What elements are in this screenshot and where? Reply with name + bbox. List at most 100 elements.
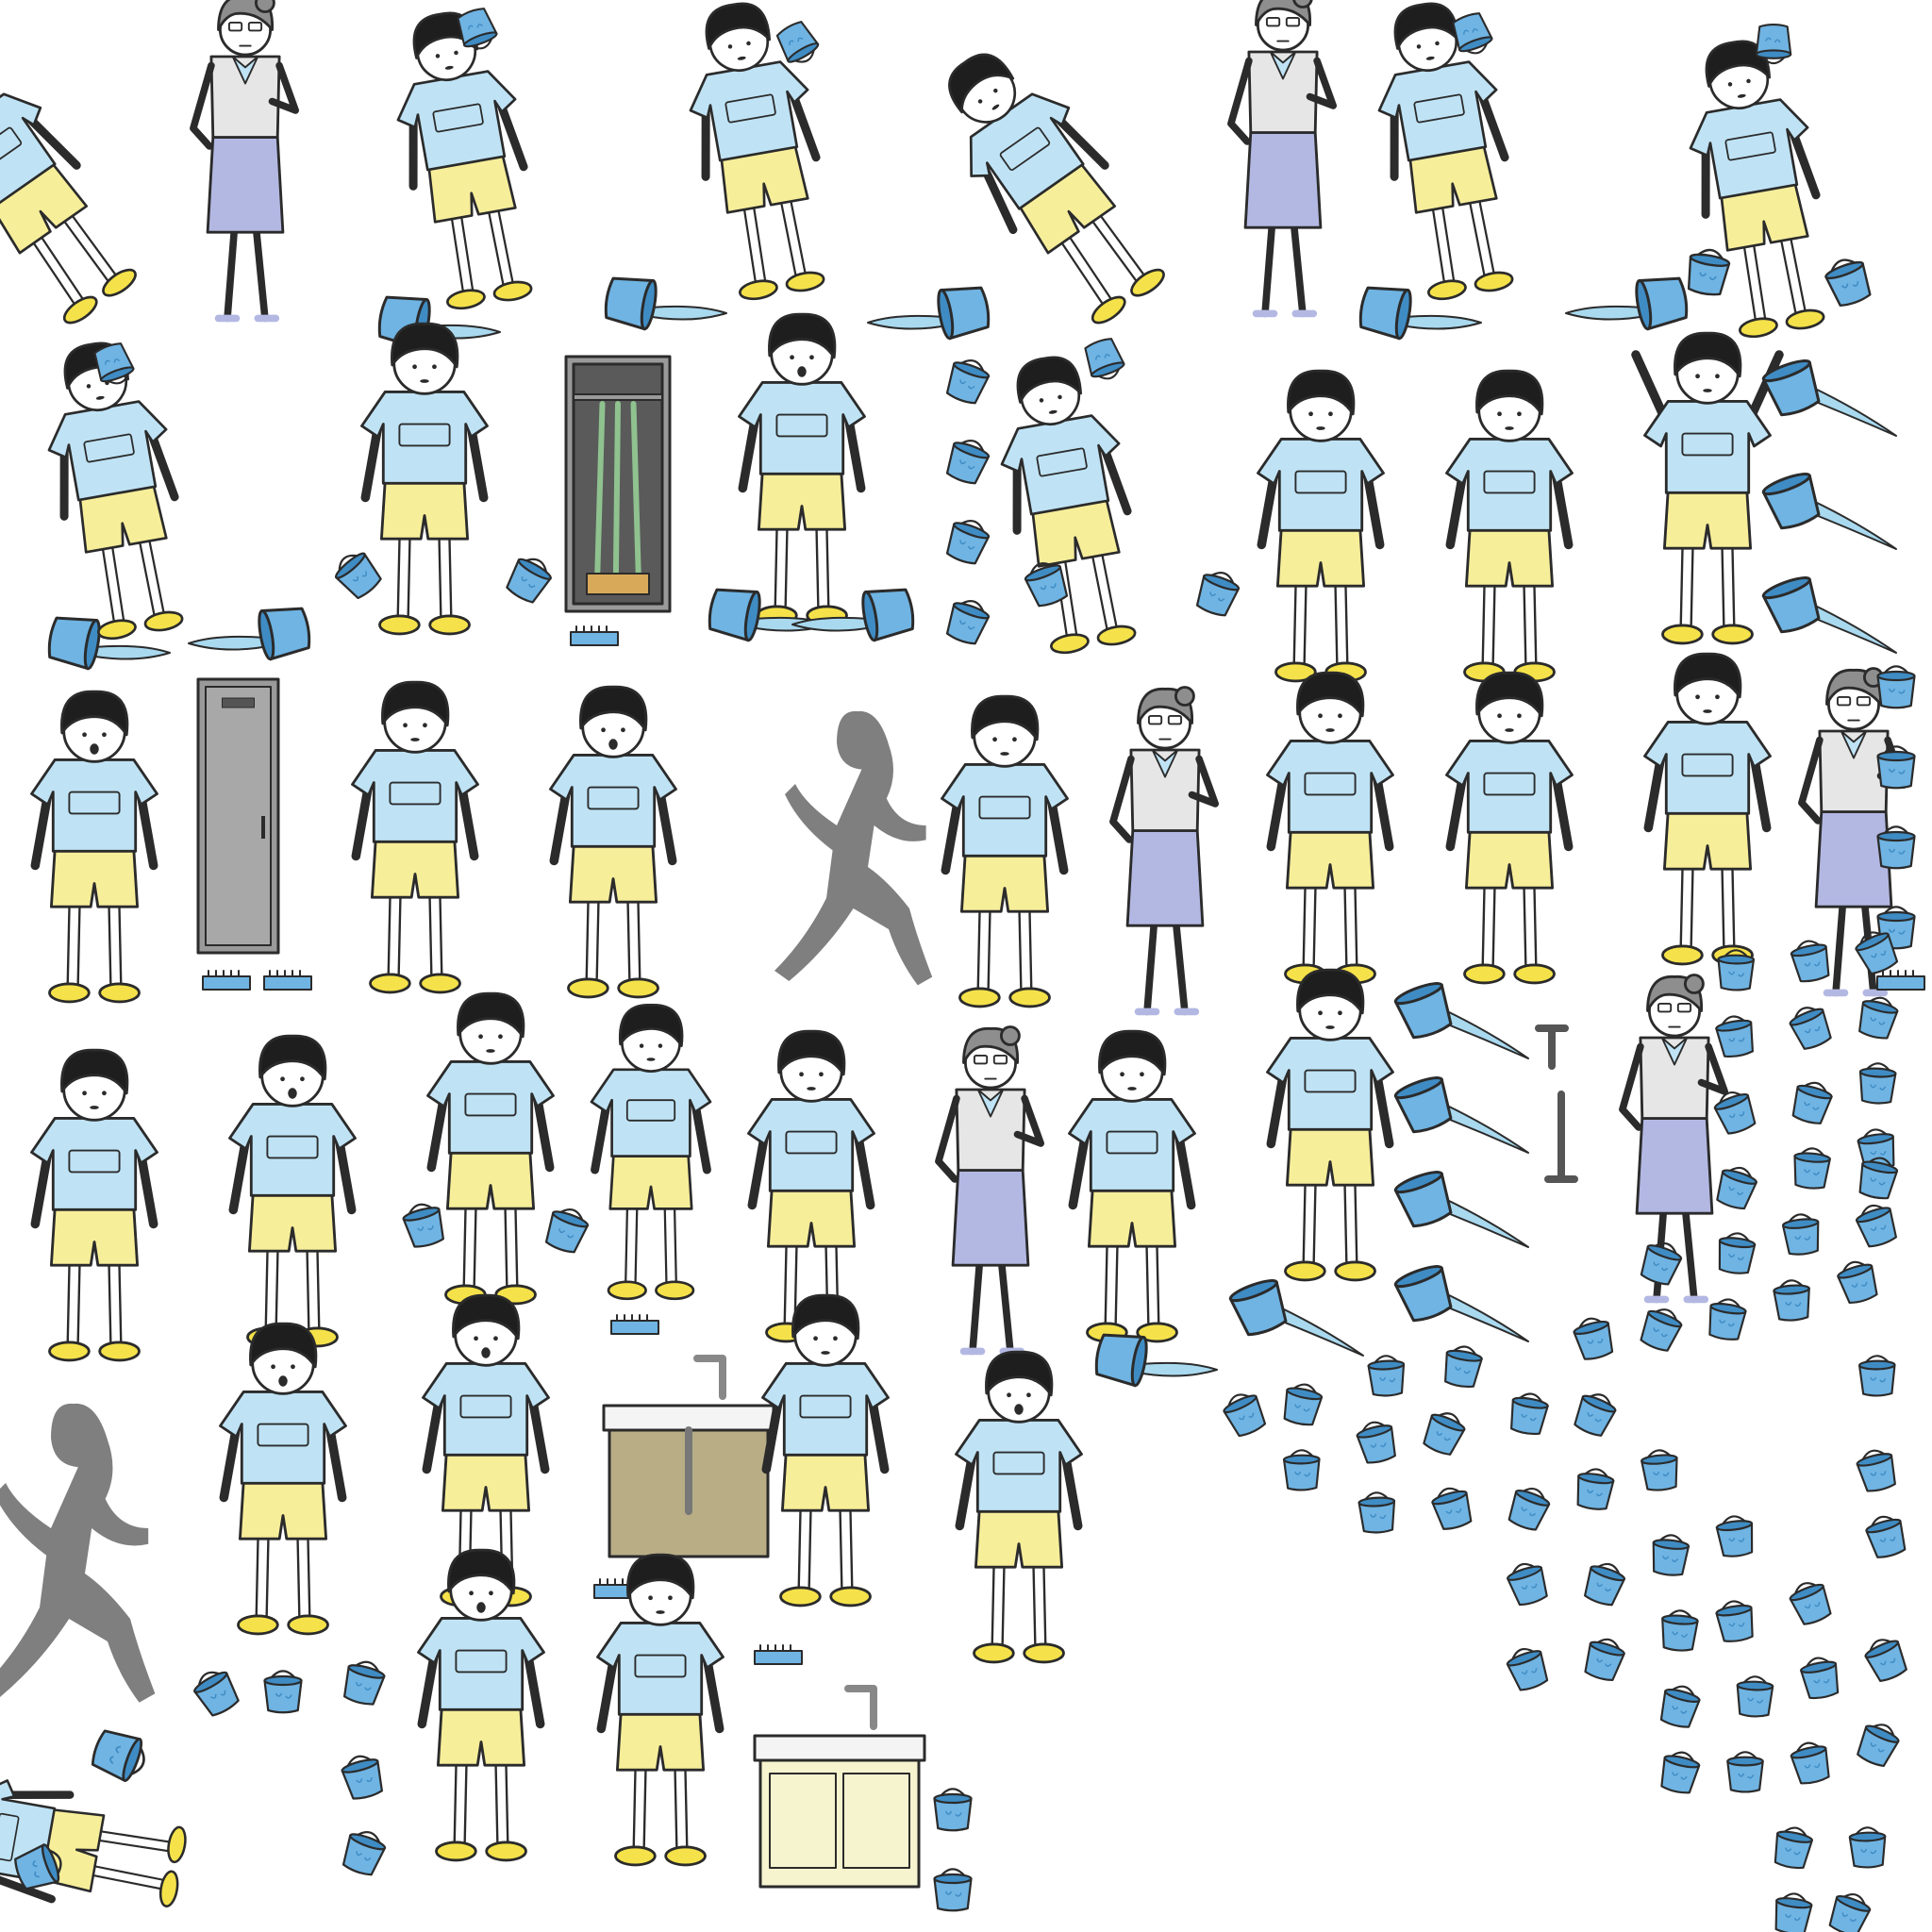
bucket-icon (1793, 1147, 1831, 1190)
bucket-icon (945, 439, 991, 485)
spilled-bucket-icon (1393, 1076, 1529, 1154)
bucket-icon (1574, 1393, 1617, 1437)
bucket-icon (1718, 1232, 1757, 1274)
bucket-icon (1774, 1826, 1813, 1870)
bucket-icon (457, 8, 498, 50)
student-boy-icon (590, 1004, 712, 1301)
bucket-icon (1223, 1393, 1267, 1438)
bucket-icon (1452, 12, 1493, 55)
student-boy-icon (396, 11, 533, 310)
bucket-icon (343, 1660, 386, 1706)
bucket-icon (1865, 1515, 1907, 1558)
bucket-icon (1773, 1279, 1810, 1322)
bucket-icon (334, 552, 382, 600)
spilled-bucket-icon (47, 616, 171, 671)
teacher-icon (1227, 0, 1338, 318)
bucket-icon (1506, 1647, 1549, 1691)
scrub-brush-icon (202, 970, 251, 991)
bucket-icon (1507, 1562, 1548, 1607)
bucket-icon (1837, 1260, 1878, 1305)
bucket-icon (1510, 1392, 1549, 1436)
student-boy-icon (30, 1048, 158, 1362)
bucket-icon (1876, 665, 1916, 709)
scrub-brush-icon (263, 970, 312, 991)
bucket-icon (1716, 1166, 1757, 1210)
bucket-icon (14, 1843, 62, 1890)
spilled-bucket-icon (1358, 286, 1482, 341)
sink-icon (602, 1355, 775, 1558)
student-boy-icon (1445, 369, 1574, 683)
student-boy-icon (948, 53, 1165, 325)
student-boy-icon (30, 690, 158, 1004)
scrub-brush-icon (1876, 970, 1925, 991)
student-boy-icon (1068, 1029, 1196, 1343)
drain-pipe-icon (1535, 1024, 1578, 1183)
spilled-bucket-icon (708, 588, 831, 642)
spilled-bucket-icon (1393, 982, 1529, 1059)
bucket-icon (1876, 745, 1916, 790)
bucket-icon (1791, 1081, 1833, 1124)
bucket-icon (1715, 1515, 1754, 1557)
bucket-icon (1640, 1241, 1683, 1286)
student-boy-icon (219, 1322, 347, 1636)
bucket-icon (1736, 1675, 1774, 1718)
bucket-icon (1717, 949, 1756, 991)
bucket-icon (1790, 940, 1830, 983)
bucket-icon (1660, 1751, 1701, 1794)
bucket-icon (1576, 1468, 1615, 1510)
bucket-icon (91, 1729, 145, 1782)
bucket-icon (1715, 1600, 1754, 1642)
bucket-icon (1824, 258, 1872, 307)
spilled-bucket-icon (1565, 276, 1689, 331)
student-boy-icon (1000, 356, 1137, 655)
bucket-icon (1726, 1751, 1764, 1793)
scrub-brush-icon (754, 1644, 803, 1665)
bucket-icon (1856, 1449, 1896, 1492)
spilled-bucket-icon (1761, 576, 1897, 654)
bucket-icon (1848, 1826, 1887, 1869)
bucket-icon (1652, 1534, 1690, 1576)
student-boy-icon (360, 322, 489, 636)
student-boy-icon (0, 92, 137, 325)
student-boy-icon (228, 1034, 357, 1348)
student-boy-icon (1643, 652, 1772, 966)
scrub-brush-icon (570, 625, 619, 646)
spilled-bucket-icon (1094, 1333, 1218, 1388)
student-boy-icon (1689, 40, 1825, 339)
bucket-icon (263, 1670, 303, 1714)
bucket-icon (1864, 1639, 1907, 1683)
bucket-icon (1857, 1724, 1900, 1768)
bucket-icon (1858, 996, 1899, 1040)
student-boy-icon (549, 685, 677, 999)
sink-icon (753, 1685, 926, 1889)
bucket-icon (544, 1208, 590, 1254)
student-boy-icon (1266, 968, 1394, 1282)
bucket-icon (1423, 1412, 1466, 1456)
student-boy-icon (941, 694, 1069, 1008)
bucket-icon (1084, 338, 1125, 380)
bucket-icon (1789, 1582, 1832, 1625)
bucket-icon (193, 1671, 240, 1717)
teacher-icon (190, 0, 300, 323)
bucket-icon (1715, 1015, 1754, 1058)
bucket-icon (945, 519, 991, 565)
bucket-icon (1431, 1487, 1473, 1530)
bucket-icon (1789, 1007, 1832, 1050)
bucket-icon (933, 1868, 973, 1912)
spilled-bucket-icon (791, 588, 915, 642)
bucket-icon (1282, 1449, 1321, 1491)
student-boy-icon (689, 2, 825, 301)
bucket-icon (933, 1788, 973, 1832)
teacher-icon (935, 1025, 1045, 1356)
spilled-bucket-icon (1393, 1171, 1529, 1248)
student-boy-icon (1257, 369, 1385, 683)
bucket-icon (1800, 1657, 1840, 1700)
bucket-icon (93, 342, 135, 385)
bucket-icon (1790, 1741, 1830, 1785)
bucket-icon (1781, 1213, 1820, 1256)
student-boy-icon (47, 341, 184, 641)
bucket-icon (1858, 1062, 1897, 1105)
bucket-icon (1507, 1488, 1551, 1531)
